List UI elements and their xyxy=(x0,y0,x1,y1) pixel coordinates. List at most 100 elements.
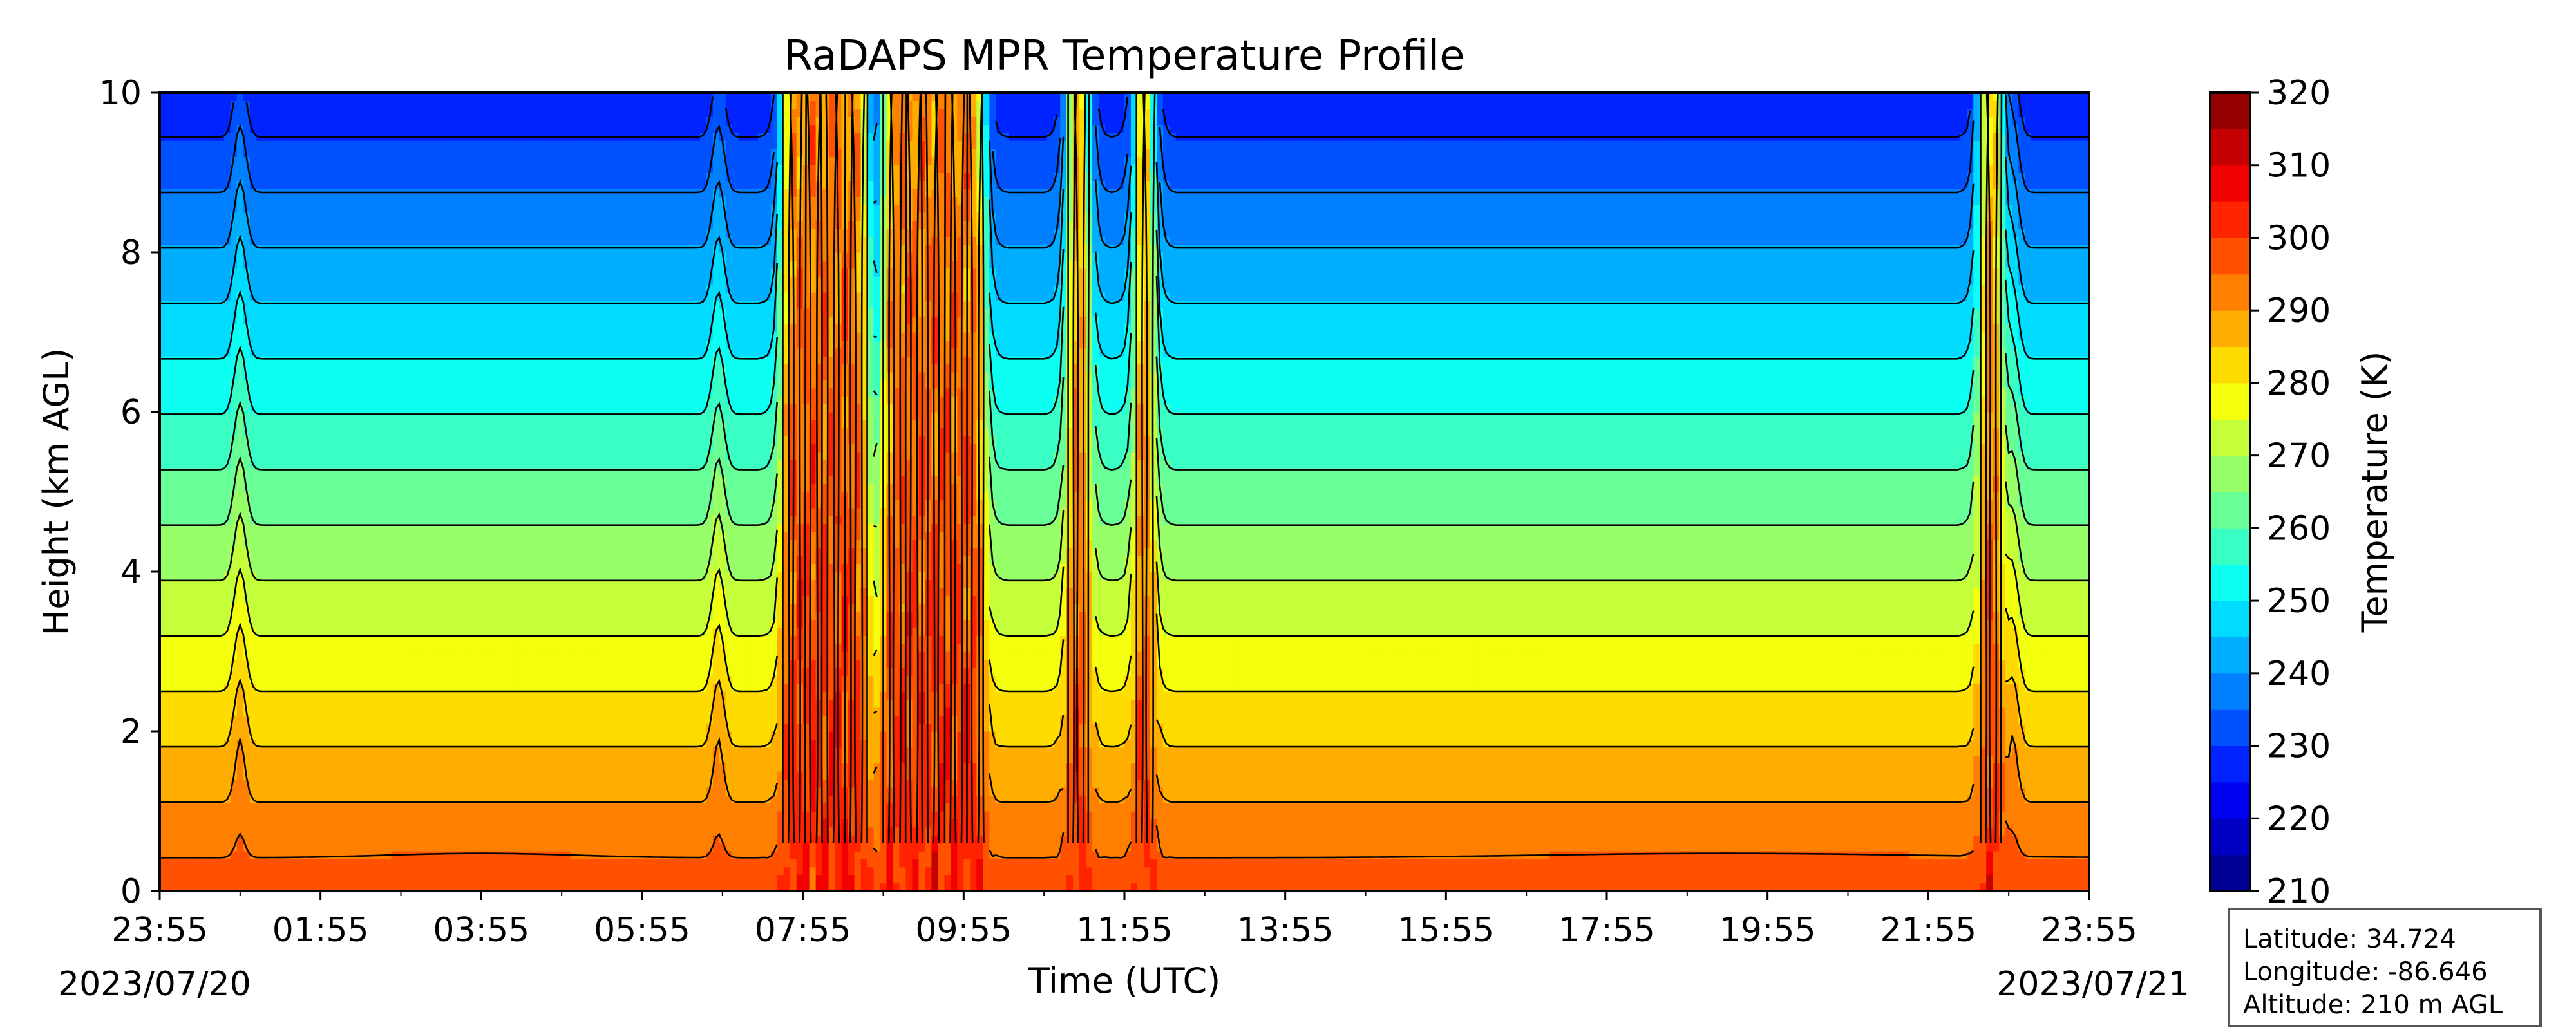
heatmap-cell xyxy=(1118,867,1125,876)
heatmap-cell xyxy=(404,867,411,876)
heatmap-cell xyxy=(353,819,360,827)
heatmap-cell xyxy=(700,875,707,883)
heatmap-cell xyxy=(706,755,714,763)
heatmap-cell xyxy=(726,771,733,780)
heatmap-cell xyxy=(867,835,875,843)
heatmap-cell xyxy=(1967,811,1974,819)
heatmap-cell xyxy=(886,875,893,883)
heatmap-cell xyxy=(899,859,906,867)
heatmap-cell xyxy=(2018,875,2025,883)
heatmap-cell xyxy=(243,859,251,867)
heatmap-cell xyxy=(1870,827,1877,836)
heatmap-cell xyxy=(1935,787,1942,796)
heatmap-cell xyxy=(1755,779,1762,787)
heatmap-cell xyxy=(372,779,379,787)
heatmap-cell xyxy=(661,755,668,763)
heatmap-cell xyxy=(1652,787,1659,796)
heatmap-cell xyxy=(661,827,668,836)
heatmap-cell xyxy=(1947,803,1955,812)
heatmap-cell xyxy=(951,867,958,876)
heatmap-cell xyxy=(243,803,251,812)
heatmap-cell xyxy=(629,787,636,796)
heatmap-cell xyxy=(597,859,604,867)
heatmap-cell xyxy=(1189,771,1196,780)
heatmap-cell xyxy=(340,763,347,772)
heatmap-cell xyxy=(211,755,218,763)
heatmap-cell xyxy=(822,843,829,852)
heatmap-cell xyxy=(578,835,585,843)
heatmap-cell xyxy=(610,819,617,827)
heatmap-cell xyxy=(1523,763,1530,772)
heatmap-cell xyxy=(1331,867,1338,876)
heatmap-cell xyxy=(1195,779,1202,787)
heatmap-cell xyxy=(179,843,186,852)
heatmap-cell xyxy=(989,819,996,827)
heatmap-cell xyxy=(1980,875,1987,883)
heatmap-cell xyxy=(1433,827,1440,836)
heatmap-cell xyxy=(1331,763,1338,772)
heatmap-cell xyxy=(1748,867,1756,876)
heatmap-cell xyxy=(842,867,849,876)
heatmap-cell xyxy=(185,771,193,780)
heatmap-cell xyxy=(1613,859,1620,867)
heatmap-cell xyxy=(2005,763,2012,772)
heatmap-cell xyxy=(1388,763,1395,772)
heatmap-cell xyxy=(623,803,630,812)
heatmap-cell xyxy=(1581,763,1588,772)
heatmap-cell xyxy=(1305,843,1312,852)
heatmap-cell xyxy=(475,843,482,852)
heatmap-cell xyxy=(1414,763,1421,772)
heatmap-cell xyxy=(488,875,495,883)
temperature-heatmap xyxy=(160,93,2090,892)
heatmap-cell xyxy=(494,859,501,867)
heatmap-cell xyxy=(905,859,913,867)
heatmap-cell xyxy=(803,811,810,819)
heatmap-cell xyxy=(1826,835,1833,843)
heatmap-cell xyxy=(1947,859,1955,867)
heatmap-cell xyxy=(1234,827,1241,836)
heatmap-cell xyxy=(616,867,623,876)
heatmap-cell xyxy=(1839,875,1846,883)
heatmap-cell xyxy=(2050,851,2058,859)
heatmap-cell xyxy=(1915,803,1922,812)
heatmap-cell xyxy=(1086,851,1093,859)
heatmap-cell xyxy=(1594,827,1601,836)
heatmap-cell xyxy=(1028,787,1035,796)
heatmap-cell xyxy=(1060,851,1067,859)
heatmap-cell xyxy=(173,811,180,819)
heatmap-cell xyxy=(1176,835,1183,843)
heatmap-cell xyxy=(1215,843,1222,852)
heatmap-cell xyxy=(603,867,611,876)
heatmap-cell xyxy=(1813,779,1820,787)
heatmap-cell xyxy=(874,859,881,867)
heatmap-cell xyxy=(629,819,636,827)
heatmap-cell xyxy=(1536,779,1543,787)
heatmap-cell xyxy=(1581,787,1588,796)
heatmap-cell xyxy=(1375,867,1382,876)
heatmap-cell xyxy=(1748,875,1756,883)
heatmap-cell xyxy=(1253,755,1260,763)
heatmap-cell xyxy=(1202,755,1209,763)
heatmap-cell xyxy=(951,859,958,867)
heatmap-cell xyxy=(1761,875,1768,883)
heatmap-cell xyxy=(1928,803,1935,812)
heatmap-cell xyxy=(764,843,772,852)
heatmap-cell xyxy=(2031,827,2038,836)
heatmap-cell xyxy=(2012,867,2019,876)
heatmap-cell xyxy=(1420,835,1427,843)
heatmap-cell xyxy=(1112,803,1119,812)
heatmap-cell xyxy=(366,763,373,772)
heatmap-cell xyxy=(1703,827,1710,836)
heatmap-cell xyxy=(430,811,437,819)
heatmap-cell xyxy=(237,763,244,772)
heatmap-cell xyxy=(1813,827,1820,836)
heatmap-cell xyxy=(494,787,501,796)
heatmap-cell xyxy=(1870,803,1877,812)
heatmap-cell xyxy=(1092,867,1099,876)
heatmap-cell xyxy=(1041,835,1048,843)
heatmap-cell xyxy=(732,755,739,763)
heatmap-cell xyxy=(1877,843,1884,852)
heatmap-cell xyxy=(462,787,469,796)
heatmap-cell xyxy=(494,819,501,827)
heatmap-cell xyxy=(1581,835,1588,843)
